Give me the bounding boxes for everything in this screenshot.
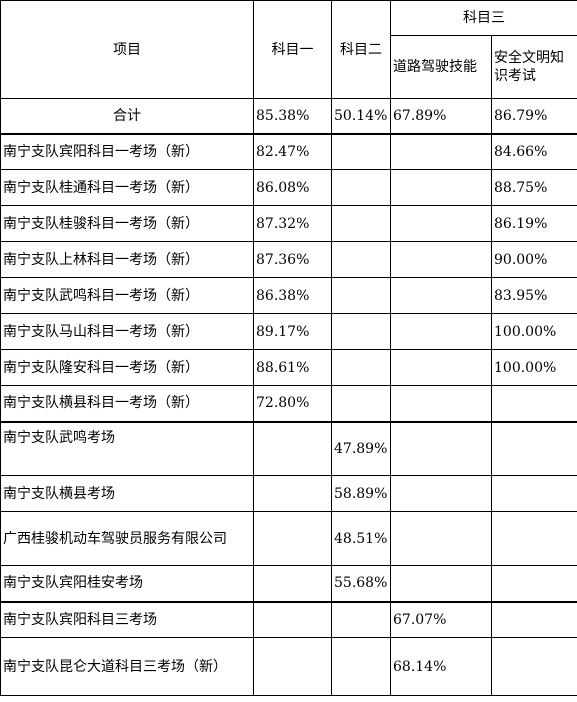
row-s1	[253, 600, 332, 638]
row-s1: 89.17%	[253, 313, 332, 350]
row-road	[390, 349, 492, 386]
table-row: 南宁支队昆仑大道科目三考场（新） 68.14%	[0, 637, 577, 696]
row-s1	[253, 511, 332, 566]
row-s2	[331, 637, 391, 696]
row-s1: 82.47%	[253, 132, 332, 170]
table-row: 南宁支队上林科目一考场（新） 87.36% 90.00%	[0, 241, 577, 278]
table-row: 南宁支队武鸣科目一考场（新） 86.38% 83.95%	[0, 277, 577, 314]
row-s2	[331, 313, 391, 350]
header-subject3: 科目三	[390, 0, 577, 36]
row-s1	[253, 475, 332, 512]
row-name: 南宁支队马山科目一考场（新）	[0, 313, 254, 350]
row-safety	[491, 385, 577, 422]
row-name: 南宁支队宾阳科目三考场	[0, 600, 254, 638]
row-safety	[491, 420, 577, 476]
row-s1: 72.80%	[253, 385, 332, 422]
row-safety: 88.75%	[491, 169, 577, 206]
row-name: 南宁支队昆仑大道科目三考场（新）	[0, 637, 254, 696]
row-safety	[491, 637, 577, 696]
row-s1: 87.32%	[253, 205, 332, 242]
header-safety-exam: 安全文明知识考试	[491, 35, 577, 99]
row-s1: 86.38%	[253, 277, 332, 314]
row-s1	[253, 565, 332, 602]
row-road	[390, 385, 492, 422]
row-safety	[491, 511, 577, 566]
row-name: 南宁支队桂通科目一考场（新）	[0, 169, 254, 206]
header-subject2: 科目二	[331, 0, 391, 99]
row-s2	[331, 205, 391, 242]
row-road	[390, 132, 492, 170]
table-row: 南宁支队马山科目一考场（新） 89.17% 100.00%	[0, 313, 577, 350]
row-s2: 58.89%	[331, 475, 391, 512]
header-road-driving: 道路驾驶技能	[390, 35, 492, 99]
row-name: 南宁支队上林科目一考场（新）	[0, 241, 254, 278]
row-safety: 84.66%	[491, 132, 577, 170]
total-safety: 86.79%	[491, 98, 577, 134]
row-name: 南宁支队横县考场	[0, 475, 254, 512]
row-safety: 100.00%	[491, 313, 577, 350]
row-name: 南宁支队宾阳科目一考场（新）	[0, 132, 254, 170]
row-s2: 47.89%	[331, 420, 391, 476]
row-s2	[331, 277, 391, 314]
table-row: 南宁支队宾阳科目三考场 67.07%	[0, 600, 577, 638]
row-safety: 86.19%	[491, 205, 577, 242]
row-s1	[253, 420, 332, 476]
total-label: 合计	[0, 98, 254, 134]
row-s2	[331, 349, 391, 386]
row-road: 67.07%	[390, 600, 492, 638]
row-name: 南宁支队桂骏科目一考场（新）	[0, 205, 254, 242]
table-row: 南宁支队横县科目一考场（新） 72.80%	[0, 385, 577, 422]
row-safety: 83.95%	[491, 277, 577, 314]
row-s2	[331, 169, 391, 206]
row-road	[390, 565, 492, 602]
row-name: 广西桂骏机动车驾驶员服务有限公司	[0, 511, 254, 566]
row-s2	[331, 600, 391, 638]
row-road	[390, 169, 492, 206]
table-row: 广西桂骏机动车驾驶员服务有限公司 48.51%	[0, 511, 577, 566]
row-s1: 88.61%	[253, 349, 332, 386]
row-s1: 87.36%	[253, 241, 332, 278]
table-row: 南宁支队宾阳桂安考场 55.68%	[0, 565, 577, 602]
row-road	[390, 475, 492, 512]
row-name: 南宁支队横县科目一考场（新）	[0, 385, 254, 422]
header-item: 项目	[0, 0, 254, 99]
row-road: 68.14%	[390, 637, 492, 696]
row-road	[390, 420, 492, 476]
row-road	[390, 277, 492, 314]
row-s1: 86.08%	[253, 169, 332, 206]
row-road	[390, 205, 492, 242]
row-s2: 55.68%	[331, 565, 391, 602]
row-road	[390, 241, 492, 278]
total-s2: 50.14%	[331, 98, 391, 134]
row-name: 南宁支队隆安科目一考场（新）	[0, 349, 254, 386]
row-s1	[253, 637, 332, 696]
row-safety: 100.00%	[491, 349, 577, 386]
row-name: 南宁支队武鸣科目一考场（新）	[0, 277, 254, 314]
table-row: 南宁支队武鸣考场 47.89%	[0, 420, 577, 476]
total-road: 67.89%	[390, 98, 492, 134]
table-row: 南宁支队宾阳科目一考场（新） 82.47% 84.66%	[0, 132, 577, 170]
table-row: 南宁支队桂通科目一考场（新） 86.08% 88.75%	[0, 169, 577, 206]
row-s2	[331, 132, 391, 170]
row-road	[390, 313, 492, 350]
total-s1: 85.38%	[253, 98, 332, 134]
row-name: 南宁支队宾阳桂安考场	[0, 565, 254, 602]
row-safety	[491, 475, 577, 512]
row-s2	[331, 385, 391, 422]
header-subject1: 科目一	[253, 0, 332, 99]
row-safety	[491, 565, 577, 602]
table-row: 南宁支队桂骏科目一考场（新） 87.32% 86.19%	[0, 205, 577, 242]
table-row: 南宁支队隆安科目一考场（新） 88.61% 100.00%	[0, 349, 577, 386]
row-road	[390, 511, 492, 566]
total-row: 合计 85.38% 50.14% 67.89% 86.79%	[0, 98, 577, 134]
row-name: 南宁支队武鸣考场	[0, 420, 254, 476]
row-s2	[331, 241, 391, 278]
row-safety: 90.00%	[491, 241, 577, 278]
row-safety	[491, 600, 577, 638]
table-row: 南宁支队横县考场 58.89%	[0, 475, 577, 512]
row-s2: 48.51%	[331, 511, 391, 566]
